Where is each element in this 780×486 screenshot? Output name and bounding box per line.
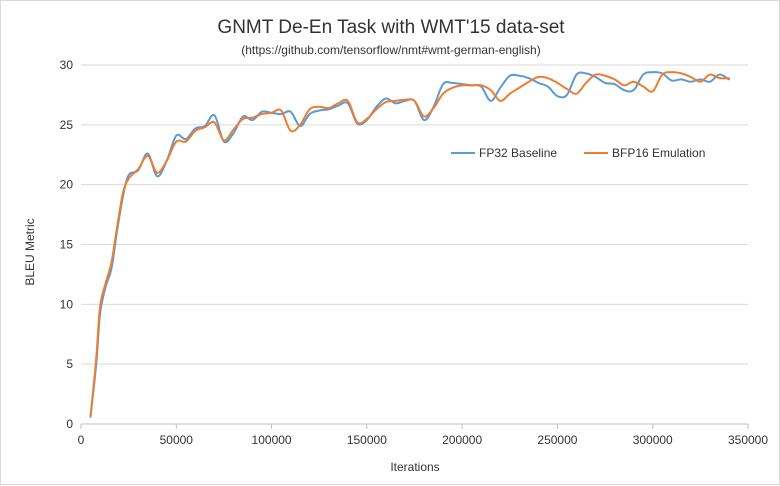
x-tick-label: 150000: [347, 433, 387, 447]
chart-subtitle: (https://github.com/tensorflow/nmt#wmt-g…: [241, 43, 540, 57]
y-axis-label: BLEU Metric: [23, 218, 37, 285]
x-tick-label: 0: [78, 433, 85, 447]
y-tick-label: 15: [60, 238, 74, 252]
y-axis-ticks: 0 5 10 15 20 25 30: [60, 58, 74, 431]
x-tick-label: 250000: [537, 433, 577, 447]
legend-label: BFP16 Emulation: [612, 146, 705, 160]
x-tick-label: 300000: [633, 433, 673, 447]
legend-label: FP32 Baseline: [479, 146, 557, 160]
x-tick-label: 50000: [160, 433, 194, 447]
legend: FP32 Baseline BFP16 Emulation: [451, 146, 705, 160]
y-tick-label: 30: [60, 58, 74, 72]
y-tick-label: 20: [60, 178, 74, 192]
y-tick-label: 5: [66, 357, 73, 371]
series-line-bfp16-emulation: [89, 71, 730, 418]
y-tick-label: 25: [60, 118, 74, 132]
x-tick-label: 200000: [442, 433, 482, 447]
series-lines: [89, 71, 730, 418]
x-tick-label: 100000: [252, 433, 292, 447]
x-axis-ticks: 0 50000 100000 150000 200000 250000 300000 3500…: [78, 424, 768, 447]
chart-title: GNMT De-En Task with WMT'15 data-set: [217, 17, 565, 38]
gridlines: [81, 64, 748, 365]
series-line-fp32-baseline: [89, 71, 730, 418]
y-tick-label: 0: [66, 417, 73, 431]
y-tick-label: 10: [60, 297, 74, 311]
x-axis-label: Iterations: [390, 460, 439, 474]
x-tick-label: 350000: [728, 433, 768, 447]
